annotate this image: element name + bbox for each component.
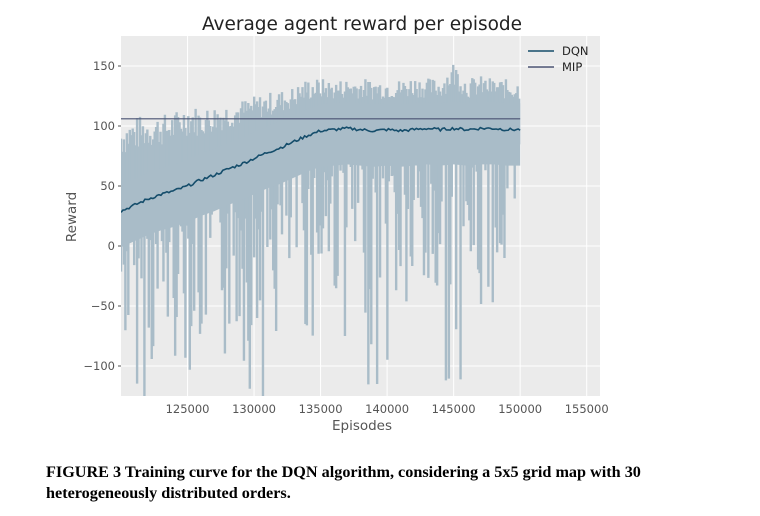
y-tick-label: 100 <box>93 119 115 133</box>
x-tick-label: 125000 <box>166 402 210 416</box>
x-tick-label: 155000 <box>565 402 609 416</box>
x-tick-label: 130000 <box>232 402 276 416</box>
x-tick-label: 140000 <box>365 402 409 416</box>
y-tick-label: −50 <box>91 299 115 313</box>
y-tick-label: 0 <box>108 239 115 253</box>
chart-title: Average agent reward per episode <box>202 14 522 35</box>
legend: DQN MIP <box>528 44 589 74</box>
x-tick-label: 145000 <box>432 402 476 416</box>
y-tick-label: −100 <box>83 359 115 373</box>
dqn-line <box>121 126 521 213</box>
y-tick-label: 150 <box>93 59 115 73</box>
chart-figure: Average agent reward per episode 125000 1… <box>64 14 609 434</box>
legend-label-mip: MIP <box>562 60 582 74</box>
legend-label-dqn: DQN <box>562 44 589 58</box>
x-tick-label: 135000 <box>299 402 343 416</box>
figure-caption: FIGURE 3 Training curve for the DQN algo… <box>46 463 641 502</box>
y-tick-label: 50 <box>100 179 115 193</box>
dqn-band-core <box>121 102 521 248</box>
x-tick-label: 150000 <box>498 402 542 416</box>
x-axis-label: Episodes <box>332 418 392 434</box>
dqn-reward-band <box>121 64 521 396</box>
y-axis-label: Reward <box>64 192 80 242</box>
chart-svg: Average agent reward per episode 125000 1… <box>64 14 609 434</box>
plot-area: 125000 130000 135000 140000 145000 150000 1550… <box>83 36 609 416</box>
series-layer <box>121 64 521 396</box>
